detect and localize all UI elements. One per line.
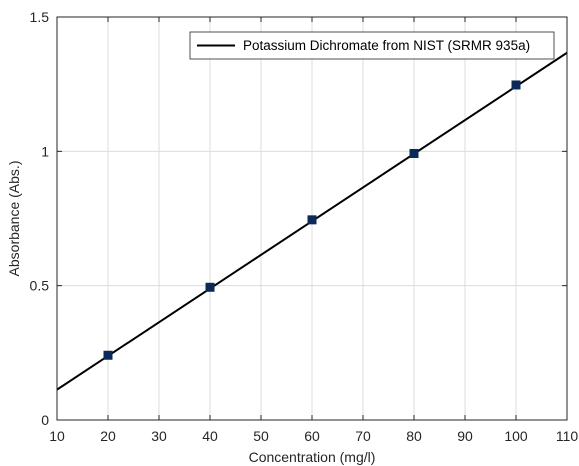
- data-point-marker: [409, 148, 419, 158]
- legend-label: Potassium Dichromate from NIST (SRMR 935…: [243, 38, 530, 53]
- x-tick-label: 90: [457, 428, 473, 444]
- series-group: [56, 51, 568, 391]
- y-tick-label: 1: [41, 143, 49, 159]
- legend-box: [189, 31, 555, 60]
- data-point-marker: [511, 80, 521, 90]
- y-axis-title: Absorbance (Abs.): [6, 161, 22, 277]
- x-tick-label: 10: [49, 428, 65, 444]
- x-tick-label: 100: [504, 428, 528, 444]
- x-tick-label: 40: [202, 428, 218, 444]
- data-point-marker: [205, 282, 215, 292]
- x-tick-label: 20: [100, 428, 116, 444]
- x-tick-label: 30: [151, 428, 167, 444]
- x-tick-label: 70: [355, 428, 371, 444]
- y-tick-label: 0.5: [30, 278, 50, 294]
- y-tick-label: 0: [41, 412, 49, 428]
- x-tick-label: 50: [253, 428, 269, 444]
- plot-frame: [56, 16, 568, 421]
- data-point-marker: [103, 350, 113, 360]
- x-axis-title: Concentration (mg/l): [249, 449, 376, 465]
- x-tick-label: 60: [304, 428, 320, 444]
- x-tick-label: 80: [406, 428, 422, 444]
- x-tick-labels: 10 20 30 40 50 60 70 80 90 100 110: [49, 428, 578, 444]
- y-tick-labels: 0 0.5 1 1.5: [30, 9, 50, 428]
- y-tick-label: 1.5: [30, 9, 50, 25]
- legend: Potassium Dichromate from NIST (SRMR 935…: [189, 31, 555, 60]
- x-tick-label: 110: [556, 428, 579, 444]
- data-point-marker: [307, 215, 317, 225]
